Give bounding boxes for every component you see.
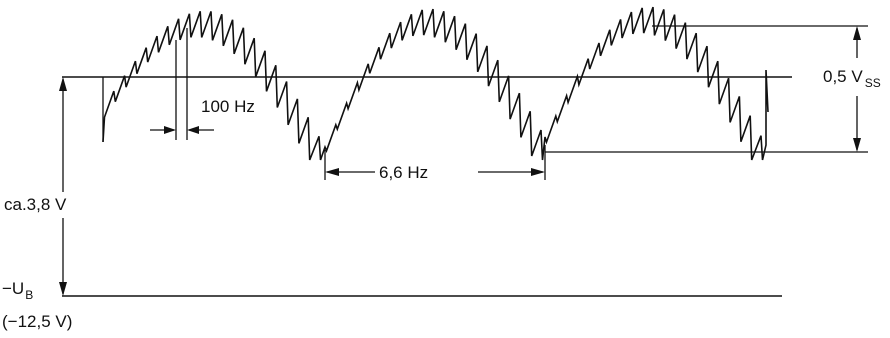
dim-100hz-left-arrow [164,126,176,134]
dim-offset-lower-arrow [59,282,67,296]
sawtooth-waveform [102,6,769,161]
dim-6hz-left-arrow [325,168,339,176]
dim-6hz-right-arrow [531,168,545,176]
dim-offset-upper-arrow [59,77,67,91]
label-6hz: 6,6 Hz [379,163,428,182]
label-ub-value: (−12,5 V) [2,312,72,331]
label-offset: ca.3,8 V [4,195,67,214]
label-100hz: 100 Hz [201,97,255,116]
dim-100hz-right-arrow [187,126,199,134]
dim-vss-lower-arrow [853,138,861,152]
label-vss: 0,5 V SS [823,67,881,90]
dim-vss-upper-arrow [853,26,861,40]
label-ub: −UB [2,279,33,302]
